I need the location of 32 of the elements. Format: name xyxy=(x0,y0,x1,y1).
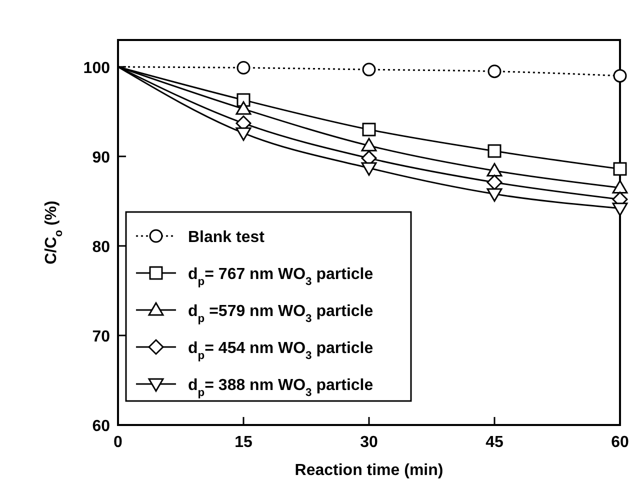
x-tick-label: 30 xyxy=(360,434,378,451)
point xyxy=(613,162,627,176)
legend-label: d$_{p}$ =579 nm WO$_{3}$ particle xyxy=(188,303,374,325)
x-axis-title: Reaction time (min) xyxy=(294,462,444,479)
point xyxy=(612,202,628,216)
legend-label: Blank test xyxy=(188,229,266,246)
point xyxy=(362,62,376,76)
y-tick-label: 60 xyxy=(92,418,110,435)
point xyxy=(361,138,377,152)
y-tick-label: 70 xyxy=(92,328,110,346)
point xyxy=(488,64,502,78)
x-tick-label: 0 xyxy=(114,434,123,451)
legend-label: d$_{p}$= 767 nm WO$_{3}$ particle xyxy=(188,266,374,288)
y-tick-label: 90 xyxy=(92,149,110,166)
point xyxy=(486,174,502,190)
point xyxy=(486,162,502,176)
point xyxy=(236,61,250,75)
x-tick-label: 45 xyxy=(486,434,504,451)
point xyxy=(361,162,377,176)
point xyxy=(236,127,252,141)
x-tick-label: 60 xyxy=(611,434,629,451)
x-tick-label: 15 xyxy=(234,434,252,451)
legend-label: d$_{p}$= 454 nm WO$_{3}$ particle xyxy=(188,340,374,362)
legend-label: d$_{p}$= 388 nm WO$_{3}$ particle xyxy=(188,377,374,399)
point xyxy=(612,180,628,194)
point xyxy=(613,69,627,83)
point xyxy=(236,101,252,115)
point xyxy=(488,144,502,158)
y-tick-label: 80 xyxy=(92,238,110,256)
point xyxy=(486,188,502,202)
point xyxy=(362,122,376,136)
y-tick-label: 100 xyxy=(83,60,110,77)
